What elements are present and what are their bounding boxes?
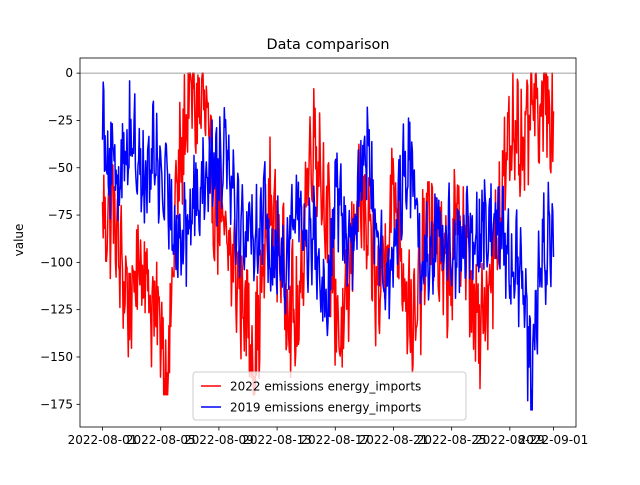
y-tick-label: −125 bbox=[40, 303, 73, 317]
y-axis-title: value bbox=[12, 224, 26, 257]
chart-title: Data comparison bbox=[267, 37, 390, 53]
y-axis: 0 −25 −50 −75 −100 −125 −150 −175 bbox=[40, 66, 80, 411]
x-tick-label: 2022-08-01 bbox=[68, 433, 138, 447]
x-tick-label: 2022-08-17 bbox=[300, 433, 370, 447]
x-tick-label: 2022-09-01 bbox=[519, 433, 589, 447]
legend-label-2: 2019 emissions energy_imports bbox=[230, 401, 421, 415]
series-line-1 bbox=[101, 72, 555, 396]
y-tick-label: 0 bbox=[65, 66, 73, 80]
y-tick-label: −175 bbox=[40, 397, 73, 411]
series-line-2 bbox=[101, 80, 555, 411]
plot-area-frame bbox=[79, 57, 577, 428]
legend: 2022 emissions energy_imports 2019 emissi… bbox=[192, 371, 467, 421]
y-tick-label: −150 bbox=[40, 350, 73, 364]
legend-box bbox=[192, 371, 467, 421]
x-tick-label: 2022-08-29 bbox=[475, 433, 545, 447]
x-tick-label: 2022-08-25 bbox=[417, 433, 487, 447]
x-tick-label: 2022-08-21 bbox=[359, 433, 429, 447]
legend-label-1: 2022 emissions energy_imports bbox=[230, 380, 421, 394]
y-tick-label: −50 bbox=[48, 161, 73, 175]
x-tick-label: 2022-08-05 bbox=[126, 433, 196, 447]
y-tick-label: −75 bbox=[48, 208, 73, 222]
series-layer bbox=[101, 72, 555, 411]
x-axis: 2022-08-012022-08-052022-08-092022-08-13… bbox=[68, 427, 589, 447]
y-tick-label: −100 bbox=[40, 255, 73, 269]
x-tick-label: 2022-08-13 bbox=[242, 433, 312, 447]
y-tick-label: −25 bbox=[48, 113, 73, 127]
x-tick-label: 2022-08-09 bbox=[184, 433, 254, 447]
